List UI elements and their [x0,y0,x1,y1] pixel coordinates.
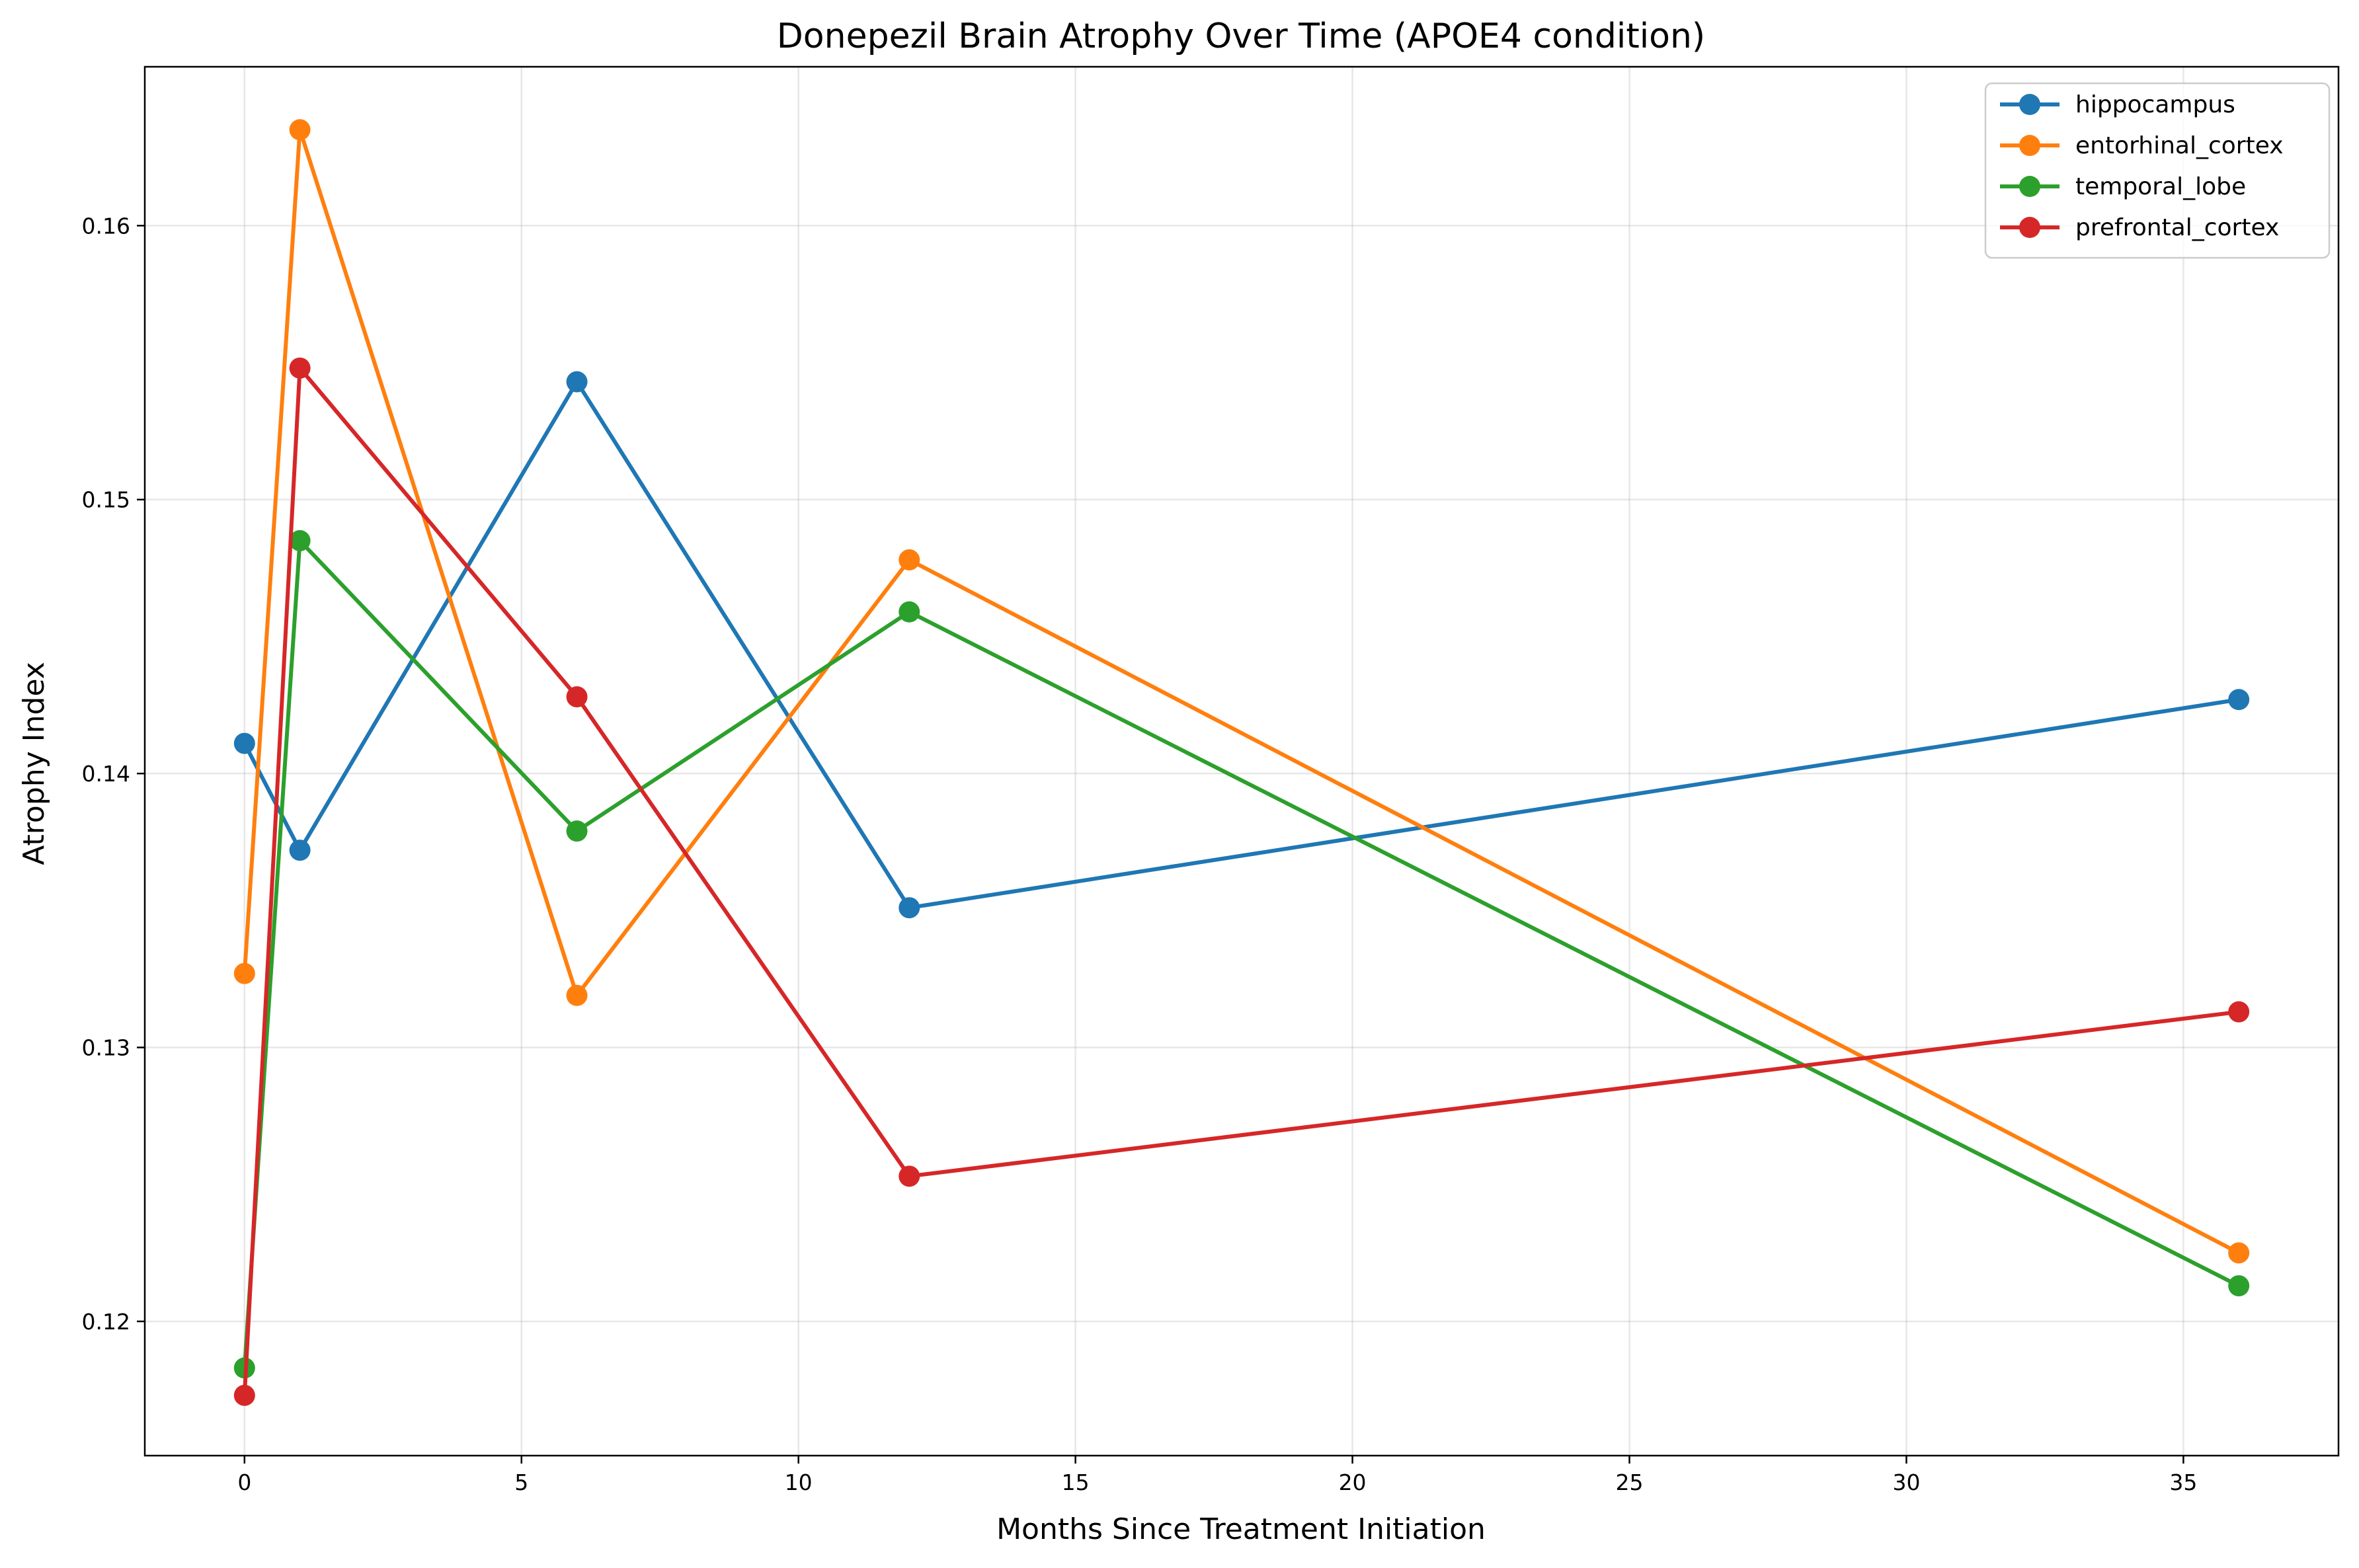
x-tick-label: 5 [514,1470,528,1495]
data-point-hippocampus [2228,689,2250,711]
series-group [233,119,2250,1406]
legend-box [1984,82,2331,259]
data-point-hippocampus [289,840,311,861]
data-point-temporal_lobe [566,820,588,842]
data-point-entorhinal_cortex [289,119,311,141]
y-tick-label: 0.14 [82,761,130,787]
series-line-prefrontal_cortex [242,366,2241,1397]
x-tick-label: 30 [1892,1470,1920,1495]
grid [145,67,2339,1456]
legend-swatch-marker [2019,94,2040,115]
legend-label: hippocampus [2075,91,2235,118]
x-tick-label: 20 [1339,1470,1367,1495]
series-hippocampus [233,371,2250,919]
y-tick-label: 0.15 [82,487,130,513]
data-point-temporal_lobe [899,601,920,623]
legend-label: temporal_lobe [2075,173,2246,200]
y-tick-label: 0.12 [82,1309,130,1335]
data-point-prefrontal_cortex [899,1165,920,1187]
data-point-hippocampus [566,371,588,393]
x-tick-label: 15 [1062,1470,1090,1495]
chart-title: Donepezil Brain Atrophy Over Time (APOE4… [777,17,1705,56]
legend-label: prefrontal_cortex [2075,214,2279,241]
data-point-hippocampus [899,897,920,919]
y-axis-label: Atrophy Index [17,662,51,865]
data-point-entorhinal_cortex [899,549,920,570]
series-prefrontal_cortex [233,357,2250,1406]
y-tick-label: 0.13 [82,1035,130,1061]
series-temporal_lobe [233,529,2250,1379]
legend-swatch-marker [2019,176,2040,197]
series-line-temporal_lobe [242,538,2241,1370]
series-line-entorhinal_cortex [242,128,2241,1255]
x-tick-label: 0 [237,1470,251,1495]
legend: hippocampus entorhinal_cortex temporal_lob… [1984,82,2331,259]
plot-area-frame [143,65,2340,1457]
series-entorhinal_cortex [233,119,2250,1264]
legend-swatch-marker [2019,217,2040,238]
data-point-entorhinal_cortex [566,984,588,1006]
data-point-prefrontal_cortex [2228,1001,2250,1023]
legend-label: entorhinal_cortex [2075,132,2284,159]
data-point-entorhinal_cortex [2228,1242,2250,1264]
data-point-prefrontal_cortex [289,357,311,379]
data-point-entorhinal_cortex [233,962,255,984]
y-tick-label: 0.16 [82,213,130,239]
x-axis-label: Months Since Treatment Initiation [996,1512,1486,1546]
data-point-temporal_lobe [289,529,311,551]
data-point-prefrontal_cortex [233,1384,255,1406]
series-line-hippocampus [242,379,2241,910]
legend-swatch-marker [2019,135,2040,156]
data-point-temporal_lobe [2228,1275,2250,1297]
x-tick-label: 35 [2169,1470,2197,1495]
axis-ticks: 0 5 10 15 20 25 30 35 0.12 0.13 0.14 0.15 0.16 [82,213,2198,1495]
x-tick-label: 10 [785,1470,813,1495]
x-tick-label: 25 [1616,1470,1644,1495]
data-point-hippocampus [233,732,255,754]
data-point-prefrontal_cortex [566,686,588,708]
